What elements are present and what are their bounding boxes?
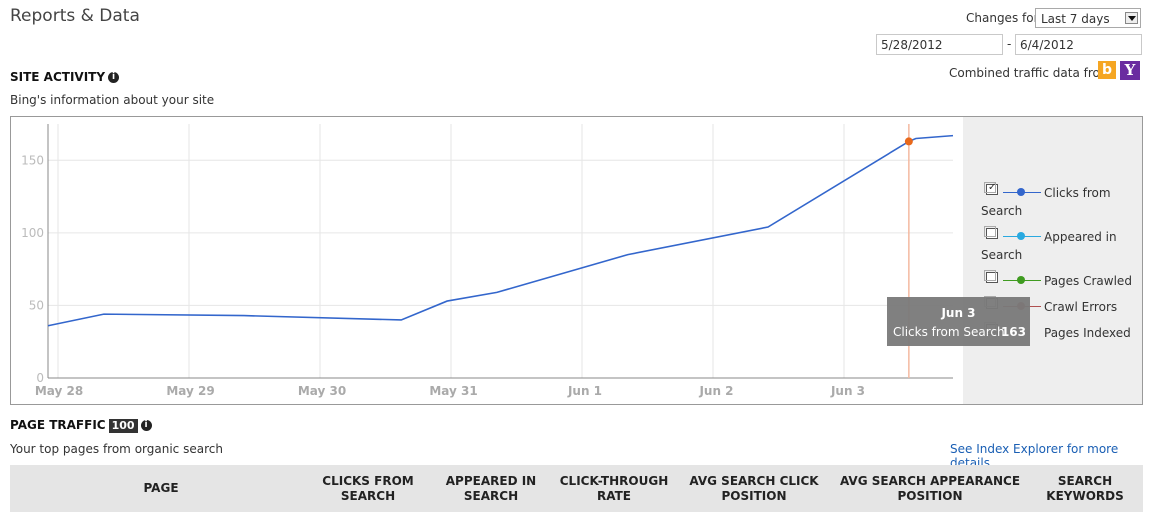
site-activity-chart — [10, 116, 1143, 405]
x-tick-label: May 29 — [166, 384, 214, 398]
column-header[interactable]: SEARCH KEYWORDS — [1025, 474, 1145, 504]
page-traffic-heading: PAGE TRAFFIC 100 i — [10, 418, 152, 433]
x-tick-label: Jun 2 — [698, 384, 733, 398]
column-header-line: KEYWORDS — [1046, 489, 1124, 503]
legend-label: Pages Crawled — [1044, 274, 1132, 288]
combined-traffic-label: Combined traffic data from — [949, 66, 1112, 80]
site-activity-title: SITE ACTIVITY — [10, 70, 106, 84]
info-icon[interactable]: i — [140, 420, 152, 431]
column-header-line: AVG SEARCH APPEARANCE — [839, 474, 1021, 488]
column-header-line: SEARCH — [463, 489, 519, 503]
column-header-line: RATE — [597, 489, 631, 503]
date-range-value: Last 7 days — [1041, 12, 1110, 26]
x-axis-labels: May 28 May 29 May 30 May 31 Jun 1 Jun 2 Jun 3 — [35, 384, 865, 398]
page-title: Reports & Data — [10, 6, 140, 26]
yahoo-logo-icon: Y — [1120, 61, 1140, 80]
changes-for-label: Changes for — [966, 11, 1039, 25]
page-traffic-subtitle: Your top pages from organic search — [10, 442, 223, 456]
y-tick-label: 50 — [29, 298, 44, 312]
x-tick-label: May 28 — [35, 384, 83, 398]
column-header[interactable]: CLICK-THROUGH RATE — [554, 474, 674, 504]
info-icon[interactable]: i — [108, 72, 120, 83]
chart-legend: ✓ Clicks from Search Appeared in Search Pages… — [963, 117, 1142, 404]
column-header-line: AVG SEARCH CLICK — [689, 474, 819, 488]
legend-label: Pages Indexed — [1044, 326, 1131, 340]
date-range-select[interactable]: Last 7 days — [1035, 8, 1141, 28]
y-tick-label: 100 — [21, 226, 44, 240]
column-header[interactable]: AVG SEARCH APPEARANCE POSITION — [830, 474, 1030, 504]
page-traffic-table-header: PAGE CLICKS FROM SEARCH APPEARED IN SEARCH CL… — [10, 465, 1143, 512]
column-header-line: SEARCH — [1057, 474, 1113, 488]
column-header[interactable]: PAGE — [61, 481, 261, 496]
site-activity-subtitle: Bing's information about your site — [10, 93, 215, 107]
column-header[interactable]: AVG SEARCH CLICK POSITION — [679, 474, 829, 504]
date-separator: - — [1007, 37, 1012, 51]
chevron-down-icon[interactable] — [1125, 12, 1138, 24]
x-tick-label: May 31 — [429, 384, 477, 398]
y-tick-label: 0 — [36, 371, 44, 385]
bing-logo-icon: b — [1098, 61, 1116, 79]
legend-label: Crawl Errors — [1044, 300, 1118, 314]
end-date-input[interactable] — [1015, 34, 1142, 55]
legend-label-continued: Search — [981, 248, 1023, 262]
column-header-line: PAGE — [143, 481, 179, 495]
column-header-line: CLICKS FROM — [322, 474, 414, 488]
tooltip-label: Clicks from Search — [893, 325, 1005, 339]
x-tick-label: Jun 3 — [830, 384, 865, 398]
checkbox-icon[interactable] — [984, 226, 998, 239]
site-activity-heading: SITE ACTIVITY i — [10, 70, 120, 84]
checkbox-checked-icon[interactable]: ✓ — [984, 182, 998, 195]
column-header[interactable]: APPEARED IN SEARCH — [431, 474, 551, 504]
start-date-input[interactable] — [876, 34, 1003, 55]
tooltip-date: Jun 3 — [941, 306, 976, 320]
column-header-line: POSITION — [897, 489, 963, 503]
legend-label: Clicks from — [1044, 186, 1111, 200]
checkbox-icon[interactable] — [984, 270, 998, 283]
chart-grid — [47, 124, 953, 379]
chart-series — [47, 134, 954, 327]
chart-tooltip: Jun 3 Clicks from Search 163 — [887, 297, 1030, 346]
x-tick-label: Jun 1 — [567, 384, 602, 398]
column-header-line: POSITION — [721, 489, 787, 503]
page-count-badge: 100 — [108, 418, 138, 433]
legend-label-continued: Search — [981, 204, 1023, 218]
highlight-point — [904, 137, 913, 146]
page-traffic-title: PAGE TRAFFIC — [10, 418, 106, 432]
legend-label: Appeared in — [1044, 230, 1117, 244]
tooltip-value: 163 — [1000, 325, 1026, 339]
column-header[interactable]: CLICKS FROM SEARCH — [308, 474, 428, 504]
x-tick-label: May 30 — [298, 384, 346, 398]
y-tick-label: 150 — [21, 153, 44, 167]
column-header-line: CLICK-THROUGH — [559, 474, 669, 488]
clicks-from-search-line — [47, 134, 954, 327]
legend-dot-swatch — [1017, 188, 1025, 196]
legend-dot-swatch — [1017, 232, 1025, 240]
column-header-line: SEARCH — [340, 489, 396, 503]
column-header-line: APPEARED IN — [445, 474, 537, 488]
y-axis-labels: 0 50 100 150 — [21, 153, 44, 385]
legend-dot-swatch — [1017, 276, 1025, 284]
chart-svg: 0 50 100 150 May 28 May 29 May 30 May 31 Jun 1 J… — [21, 124, 954, 398]
